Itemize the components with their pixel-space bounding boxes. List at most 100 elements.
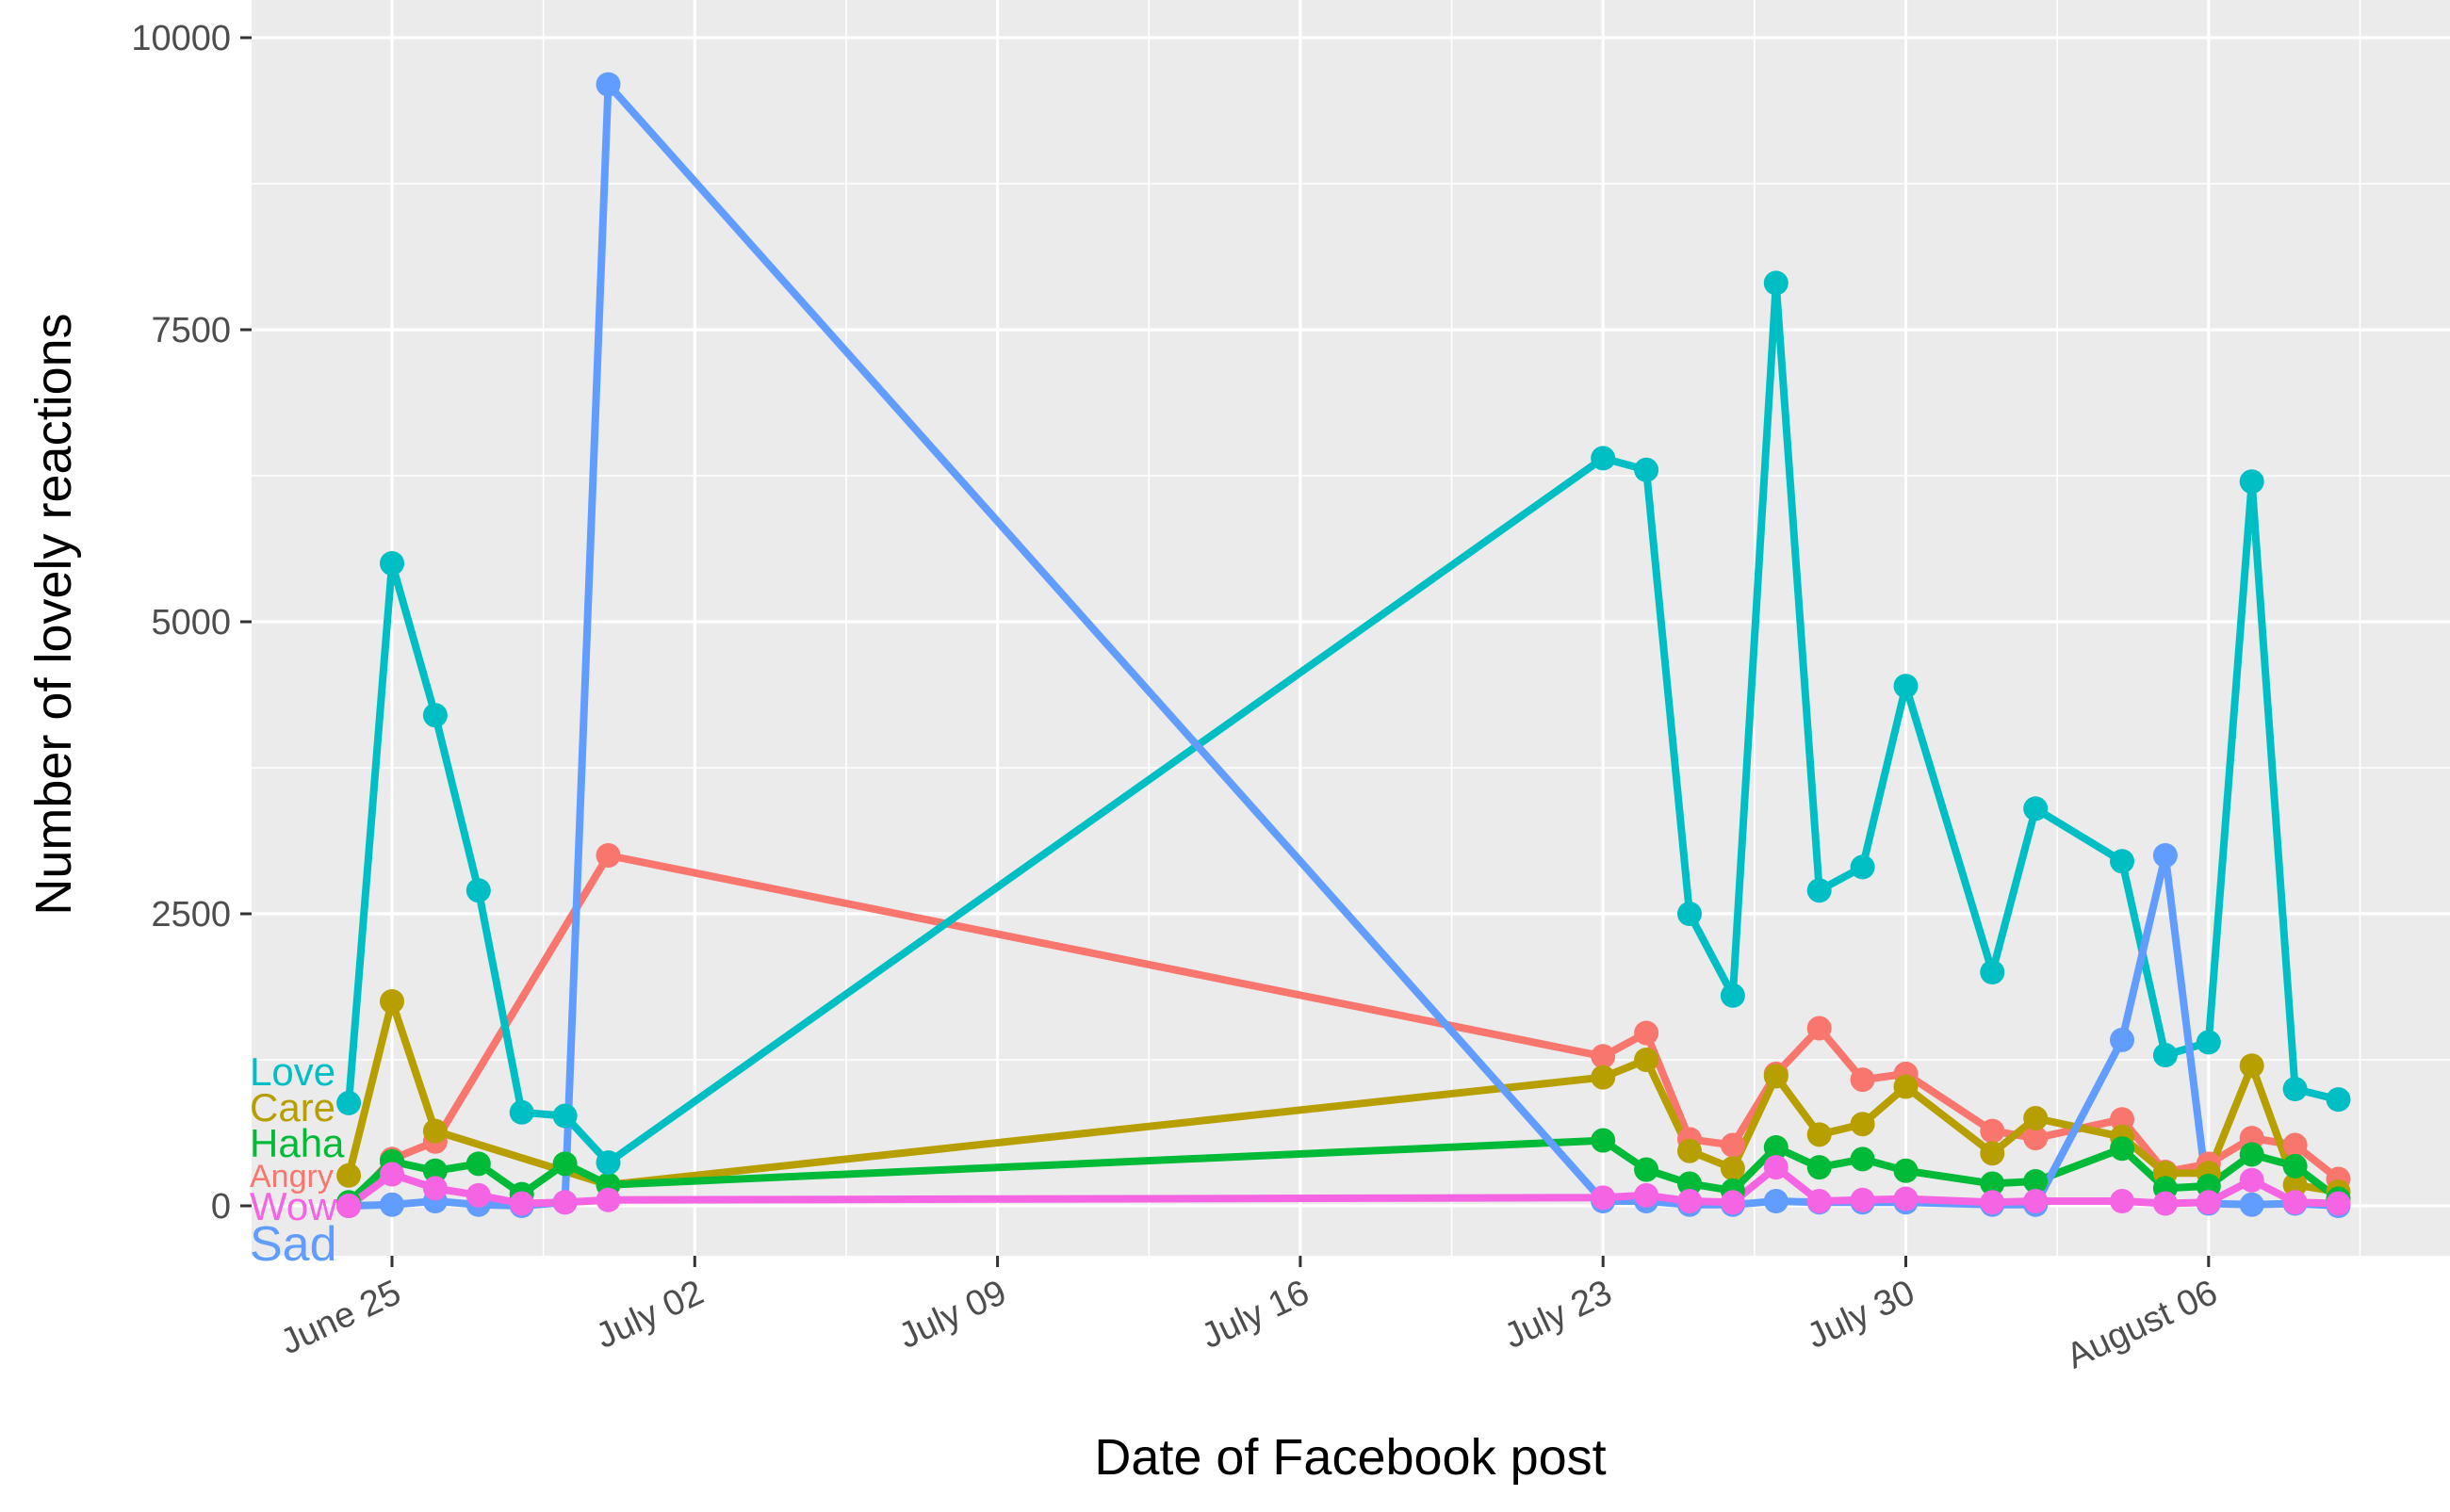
data-point-care (1763, 1064, 1788, 1089)
data-point-wow (2196, 1190, 2221, 1215)
data-point-haha (1634, 1157, 1659, 1182)
data-point-wow (1677, 1189, 1702, 1214)
data-point-haha (2110, 1136, 2134, 1162)
data-point-haha (1763, 1135, 1788, 1160)
data-point-care (1634, 1048, 1659, 1072)
data-point-care (1980, 1141, 2005, 1166)
data-point-love (1591, 446, 1616, 471)
data-point-care (1591, 1065, 1616, 1090)
data-point-love (466, 878, 491, 903)
data-point-angry (2110, 1107, 2134, 1132)
y-tick-label: 5000 (151, 603, 231, 642)
data-point-wow (466, 1182, 491, 1208)
data-point-love (2110, 849, 2134, 874)
data-point-wow (1591, 1185, 1616, 1211)
data-point-sad (380, 1192, 404, 1217)
data-point-love (2239, 469, 2264, 495)
data-point-angry (1980, 1118, 2005, 1144)
data-point-haha (2239, 1142, 2264, 1167)
data-point-haha (1591, 1128, 1616, 1153)
data-point-love (509, 1099, 534, 1125)
direct-label-love: Love (250, 1049, 335, 1094)
data-point-love (2152, 1043, 2178, 1068)
panel-background (252, 0, 2450, 1256)
y-tick-label: 0 (211, 1187, 231, 1227)
data-point-wow (2282, 1190, 2308, 1215)
data-point-care (1677, 1138, 1702, 1163)
data-point-wow (1634, 1182, 1659, 1208)
data-point-love (336, 1090, 362, 1115)
x-tick-label: August 06 (2061, 1273, 2224, 1376)
data-point-care (336, 1162, 362, 1188)
data-point-sad (1763, 1189, 1788, 1214)
data-point-wow (2239, 1167, 2264, 1193)
data-point-wow (1806, 1189, 1832, 1214)
x-tick-label: July 09 (893, 1273, 1013, 1357)
x-axis-title: Date of Facebook post (1094, 1429, 1606, 1486)
data-point-wow (2152, 1191, 2178, 1216)
data-point-love (552, 1103, 578, 1129)
data-point-sad (596, 72, 621, 97)
data-point-love (1677, 902, 1702, 926)
data-point-care (2282, 1172, 2308, 1197)
x-tick-label: July 23 (1498, 1273, 1618, 1357)
data-point-love (1850, 854, 1875, 880)
x-tick-label: July 02 (590, 1273, 710, 1357)
data-point-wow (552, 1190, 578, 1215)
data-point-care (1720, 1156, 1745, 1181)
data-point-angry (1850, 1067, 1875, 1093)
data-point-love (596, 1150, 621, 1176)
data-point-haha (2282, 1153, 2308, 1179)
x-axis: June 25 July 02 July 09 July 16 July 23 July … (274, 1256, 2224, 1376)
y-axis-title: Number of lovely reactions (25, 313, 82, 915)
data-point-wow (1720, 1190, 1745, 1215)
data-point-haha (1677, 1171, 1702, 1196)
data-point-haha (552, 1151, 578, 1177)
data-point-sad (2110, 1027, 2134, 1052)
minor-gridlines (252, 0, 2450, 1256)
data-point-love (2326, 1087, 2351, 1113)
data-point-angry (2282, 1132, 2308, 1158)
data-point-wow (380, 1162, 404, 1187)
y-tick-label: 7500 (151, 311, 231, 350)
data-point-wow (2023, 1189, 2049, 1214)
data-point-angry (2023, 1126, 2049, 1151)
data-point-angry (1634, 1020, 1659, 1046)
data-point-wow (422, 1176, 448, 1201)
x-tick-label: June 25 (274, 1273, 406, 1362)
data-point-wow (336, 1194, 362, 1218)
direct-label-care: Care (250, 1085, 335, 1130)
data-point-haha (1893, 1158, 1919, 1183)
data-point-love (422, 703, 448, 728)
y-tick-label: 2500 (151, 895, 231, 935)
direct-label-sad: Sad (250, 1217, 337, 1272)
data-point-wow (2326, 1191, 2351, 1216)
y-tick-label: 10000 (131, 19, 231, 58)
data-point-care (380, 989, 404, 1014)
data-point-care (1893, 1074, 1919, 1099)
data-point-love (1893, 674, 1919, 699)
data-point-care (1806, 1122, 1832, 1147)
data-point-wow (1893, 1186, 1919, 1211)
data-point-care (1850, 1112, 1875, 1137)
data-point-angry (596, 843, 621, 868)
data-point-care (2239, 1053, 2264, 1079)
data-point-wow (1980, 1190, 2005, 1215)
data-point-wow (596, 1187, 621, 1212)
data-point-haha (466, 1151, 491, 1177)
data-point-wow (1763, 1155, 1788, 1180)
data-point-haha (422, 1158, 448, 1183)
data-point-sad (2152, 843, 2178, 868)
data-point-love (2023, 796, 2049, 821)
data-point-love (1720, 983, 1745, 1008)
data-point-care (422, 1118, 448, 1144)
data-point-haha (1850, 1146, 1875, 1172)
direct-label-angry: Angry (250, 1159, 334, 1195)
x-tick-label: July 16 (1196, 1273, 1315, 1357)
data-point-haha (2023, 1168, 2049, 1194)
data-point-haha (1806, 1155, 1832, 1180)
data-point-love (1763, 270, 1788, 296)
data-point-wow (509, 1191, 534, 1216)
